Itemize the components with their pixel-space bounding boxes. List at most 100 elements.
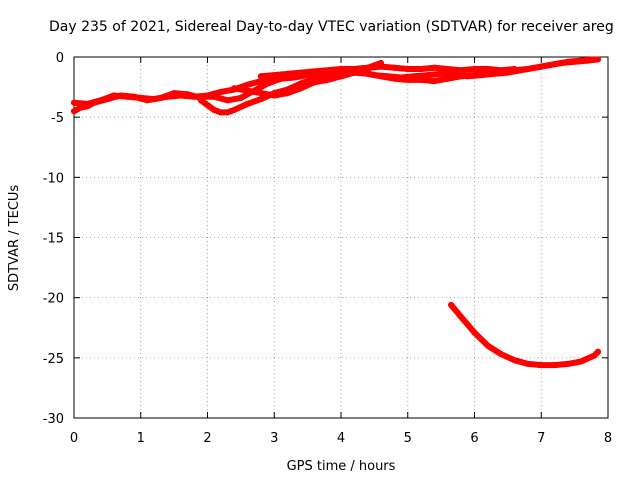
data-point <box>411 73 418 80</box>
data-point <box>197 93 204 100</box>
data-point <box>311 79 318 86</box>
data-point <box>211 93 218 100</box>
data-point <box>498 67 505 74</box>
data-point <box>311 68 318 75</box>
data-point <box>571 58 578 65</box>
data-point <box>217 88 224 95</box>
data-point <box>378 63 384 70</box>
data-point <box>595 348 601 355</box>
y-tick-label: -25 <box>43 352 64 367</box>
x-tick-label: 5 <box>404 431 412 446</box>
x-tick-label: 0 <box>70 431 78 446</box>
data-point <box>297 69 304 76</box>
data-point <box>211 106 218 113</box>
data-point <box>458 67 465 74</box>
data-point <box>231 106 238 113</box>
data-point <box>478 72 485 79</box>
y-tick-label: 0 <box>56 51 64 66</box>
chart-title: Day 235 of 2021, Sidereal Day-to-day VTE… <box>49 19 614 35</box>
y-tick-label: -15 <box>43 232 64 247</box>
data-point <box>237 94 244 101</box>
ticks: 0 1 2 3 4 5 6 7 8 0 -5 -10 -15 -20 -25 -30 <box>43 51 612 446</box>
data-point <box>184 91 191 98</box>
data-point <box>404 66 411 72</box>
data-point <box>384 73 391 80</box>
data-point <box>171 90 178 97</box>
y-tick-label: -5 <box>51 111 64 126</box>
data-point <box>424 72 431 79</box>
data-point <box>297 85 304 92</box>
data-point <box>284 90 291 97</box>
data-point <box>471 66 478 72</box>
data-point <box>371 72 378 79</box>
data-point <box>551 362 558 369</box>
data-point <box>204 102 211 109</box>
data-point <box>451 72 458 79</box>
data-point <box>271 92 278 99</box>
grid <box>74 57 608 418</box>
data-point <box>511 66 518 72</box>
data-point <box>438 70 445 77</box>
data-point <box>117 92 124 99</box>
data-point <box>595 56 601 63</box>
y-tick-label: -10 <box>43 171 64 186</box>
data-point <box>244 87 251 94</box>
data-point <box>338 66 344 72</box>
data-point <box>144 97 151 104</box>
series <box>71 56 601 369</box>
data-point <box>71 108 77 115</box>
data-point <box>257 90 264 97</box>
data-point <box>431 78 438 85</box>
data-point <box>558 60 565 66</box>
data-point <box>264 80 271 87</box>
data-point <box>351 69 358 76</box>
x-tick-label: 6 <box>470 431 478 446</box>
data-point <box>498 351 505 358</box>
data-point <box>217 109 224 116</box>
y-tick-label: -30 <box>43 412 64 427</box>
data-point <box>544 62 551 69</box>
data-point <box>484 66 491 72</box>
x-tick-label: 3 <box>270 431 278 446</box>
data-point <box>338 73 344 80</box>
data-point <box>524 360 531 367</box>
data-point <box>157 94 164 101</box>
y-axis-label: SDTVAR / TECUs <box>7 185 22 292</box>
y-tick-label: -20 <box>43 292 64 307</box>
data-point <box>458 313 465 320</box>
data-point <box>231 85 238 92</box>
data-point <box>511 357 518 364</box>
data-point <box>324 67 331 74</box>
data-point <box>224 97 231 104</box>
data-point <box>104 96 111 103</box>
data-point <box>271 72 278 79</box>
data-point <box>91 99 97 106</box>
x-tick-label: 8 <box>604 431 612 446</box>
data-point <box>585 57 591 64</box>
data-point <box>324 76 331 83</box>
data-point <box>464 73 471 80</box>
data-point <box>565 360 571 367</box>
data-point <box>398 74 405 81</box>
data-point <box>257 73 264 80</box>
data-point <box>71 99 77 106</box>
data-point <box>531 64 538 71</box>
data-point <box>131 93 138 100</box>
data-point <box>257 96 264 103</box>
x-tick-label: 4 <box>337 431 345 446</box>
x-axis-label: GPS time / hours <box>287 459 396 474</box>
x-tick-label: 7 <box>537 431 545 446</box>
data-point <box>257 78 264 85</box>
data-point <box>224 109 231 116</box>
x-tick-label: 1 <box>137 431 145 446</box>
data-point <box>364 68 371 75</box>
data-point <box>418 66 425 72</box>
data-point <box>244 100 251 107</box>
data-point <box>471 329 478 336</box>
data-point <box>84 103 91 110</box>
data-point <box>431 64 438 71</box>
data-point <box>448 301 455 308</box>
data-point <box>244 81 251 88</box>
data-point <box>578 358 585 365</box>
data-point <box>77 104 84 111</box>
